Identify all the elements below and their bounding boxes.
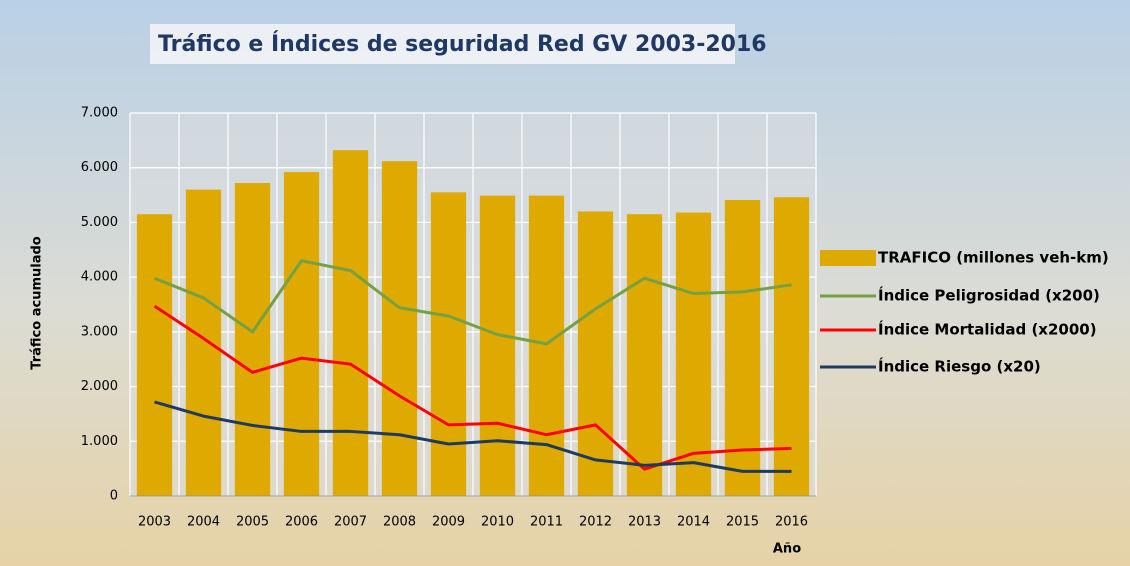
y-tick-label: 3.000 xyxy=(81,324,118,339)
bar xyxy=(528,195,565,496)
bar xyxy=(332,150,369,496)
bar xyxy=(724,199,761,496)
y-tick-label: 6.000 xyxy=(81,160,118,175)
x-tick-label: 2003 xyxy=(138,515,171,530)
x-tick-label: 2006 xyxy=(285,515,318,530)
x-tick-label: 2013 xyxy=(628,515,661,530)
legend-label: TRAFICO (millones veh-km) xyxy=(878,249,1109,267)
line xyxy=(154,400,792,473)
line xyxy=(153,304,792,471)
y-tick-label: 0 xyxy=(110,489,118,504)
x-tick-label: 2010 xyxy=(481,515,514,530)
legend-label: Índice Peligrosidad (x200) xyxy=(878,286,1100,305)
x-tick-label: 2005 xyxy=(236,515,269,530)
chart-title: Tráfico e Índices de seguridad Red GV 20… xyxy=(158,31,767,57)
x-tick-label: 2012 xyxy=(579,515,612,530)
bar xyxy=(185,189,222,496)
x-tick-label: 2009 xyxy=(432,515,465,530)
bar xyxy=(577,211,614,496)
bar xyxy=(479,195,516,496)
bar xyxy=(381,161,418,497)
title-box xyxy=(150,24,735,64)
bar xyxy=(675,212,712,496)
x-tick-label: 2011 xyxy=(530,515,563,530)
y-axis-label: Tráfico acumulado xyxy=(30,236,45,369)
bar xyxy=(234,183,271,496)
bar xyxy=(430,192,467,497)
y-tick-label: 5.000 xyxy=(81,215,118,230)
y-tick-label: 4.000 xyxy=(81,270,118,285)
x-tick-label: 2007 xyxy=(334,515,367,530)
x-tick-label: 2004 xyxy=(187,515,220,530)
bar xyxy=(773,197,810,496)
x-tick-label: 2015 xyxy=(726,515,759,530)
bar xyxy=(136,214,173,496)
line xyxy=(153,259,792,346)
x-tick-label: 2008 xyxy=(383,515,416,530)
y-tick-label: 7.000 xyxy=(81,106,118,121)
bar xyxy=(626,214,663,496)
legend-label: Índice Mortalidad (x2000) xyxy=(878,320,1097,339)
x-tick-label: 2014 xyxy=(677,515,710,530)
y-tick-label: 2.000 xyxy=(81,379,118,394)
bar xyxy=(283,172,320,496)
x-axis-label: Año xyxy=(773,542,801,557)
y-tick-label: 1.000 xyxy=(81,434,118,449)
legend-swatch xyxy=(820,250,876,266)
legend-label: Índice Riesgo (x20) xyxy=(878,357,1041,376)
x-tick-label: 2016 xyxy=(775,515,808,530)
